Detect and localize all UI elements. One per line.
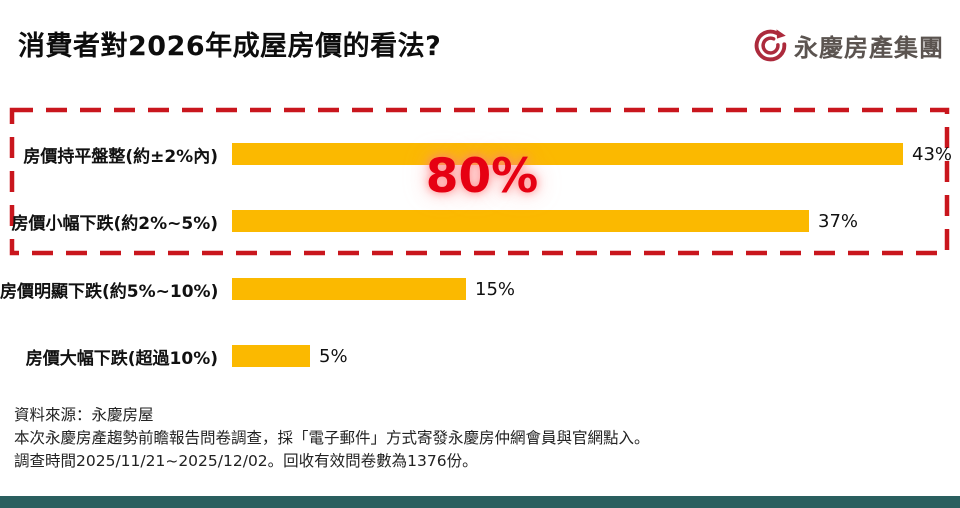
category-label: 房價持平盤整(約±2%內) [23,146,218,167]
value-label: 15% [475,278,516,300]
category-label: 房價大幅下跌(超過10%) [25,348,218,369]
bar [232,278,466,300]
bar-row: 房價持平盤整(約±2%內) 43% [0,139,960,169]
bar-row: 房價大幅下跌(超過10%) 5% [0,341,960,371]
bar [232,210,809,232]
footnote-line-source: 資料來源：永慶房屋 [14,406,154,424]
value-label: 5% [319,345,348,367]
yungching-swirl-icon [754,29,787,62]
footer-accent-bar [0,496,960,508]
category-label: 房價小幅下跌(約2%~5%) [11,213,218,234]
bar-row: 房價明顯下跌(約5%~10%) 15% [0,274,960,304]
highlight-total-label: 80% [425,149,539,204]
bar-row: 房價小幅下跌(約2%~5%) 37% [0,206,960,236]
footnote: 資料來源：永慶房屋 本次永慶房產趨勢前瞻報告問卷調查，採「電子郵件」方式寄發永慶… [14,404,650,473]
bar [232,143,903,165]
value-label: 37% [818,210,859,232]
brand-logo: 永慶房產集團 [752,27,944,64]
value-label: 43% [912,143,953,165]
footnote-line-period: 調查時間2025/11/21~2025/12/02。回收有效問卷數為1376份。 [14,452,478,470]
bar [232,345,310,367]
brand-name: 永慶房產集團 [794,34,944,62]
footnote-line-method: 本次永慶房產趨勢前瞻報告問卷調查，採「電子郵件」方式寄發永慶房仲網會員與官網點入… [14,429,650,447]
page-title: 消費者對2026年成屋房價的看法? [18,31,442,62]
category-label: 房價明顯下跌(約5%~10%) [0,281,219,302]
